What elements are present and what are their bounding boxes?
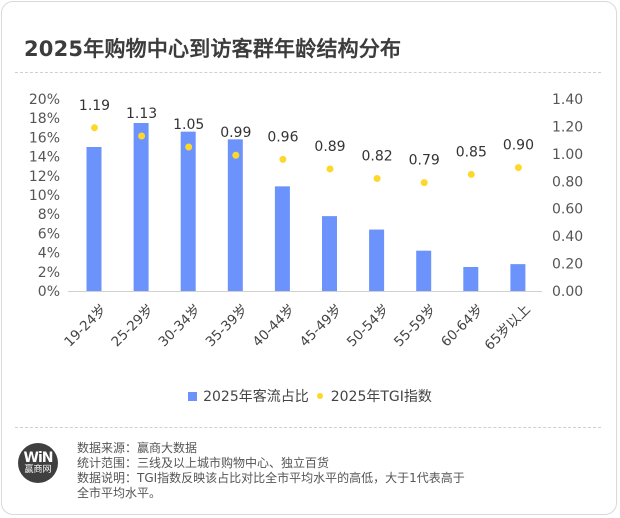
footnotes: 数据来源：赢商大数据 统计范围：三线及以上城市购物中心、独立百货 数据说明：TG…: [77, 441, 465, 501]
tgi-series: [91, 124, 522, 187]
tgi-data-label: 1.13: [126, 106, 157, 122]
right-tick-label: 1.00: [552, 147, 583, 163]
right-tick-label: 0.00: [552, 284, 583, 300]
x-tick-label: 50-54岁: [344, 302, 393, 351]
legend-dot-label: 2025年TGI指数: [330, 389, 432, 405]
left-tick-label: 12%: [29, 169, 60, 185]
x-tick-label: 25-29岁: [108, 302, 157, 351]
x-tick-label: 60-64岁: [438, 302, 487, 351]
right-tick-label: 1.40: [552, 92, 583, 108]
tgi-point: [467, 170, 475, 178]
bar: [180, 131, 196, 291]
x-tick-label: 35-39岁: [203, 302, 252, 351]
left-tick-label: 0%: [38, 284, 60, 300]
bar: [369, 229, 385, 291]
right-tick-label: 0.20: [552, 257, 583, 273]
tgi-data-label: 0.85: [456, 144, 487, 160]
left-tick-label: 20%: [29, 92, 60, 108]
title-divider: [15, 72, 601, 73]
tgi-data-label: 0.79: [409, 153, 440, 169]
x-tick-label: 19-24岁: [61, 302, 110, 351]
legend-item-dot: 2025年TGI指数: [316, 386, 432, 406]
right-tick-label: 0.60: [552, 202, 583, 218]
right-tick-label: 0.80: [552, 174, 583, 190]
tgi-point: [514, 164, 522, 172]
x-tick-label: 65岁以上: [482, 302, 534, 354]
tgi-data-label: 0.96: [267, 129, 298, 145]
tgi-data-label: 0.99: [220, 125, 251, 141]
tgi-data-label: 1.19: [79, 98, 110, 114]
x-tick-label: 45-49岁: [297, 302, 346, 351]
left-tick-label: 6%: [38, 226, 60, 242]
bar: [510, 264, 526, 291]
x-tick-label: 40-44岁: [250, 302, 299, 351]
tgi-point: [373, 175, 381, 183]
x-axis-labels: 19-24岁25-29岁30-34岁35-39岁40-44岁45-49岁50-5…: [61, 302, 534, 354]
chart-area: 0% 2% 4% 6% 8% 10% 12% 14% 16% 18% 20% 0.00 0.20 0.4…: [29, 92, 583, 354]
tgi-data-label: 0.89: [314, 139, 345, 155]
bar: [227, 139, 243, 291]
tgi-data-label: 0.82: [362, 149, 393, 165]
bar: [86, 147, 102, 291]
left-tick-label: 16%: [29, 130, 60, 146]
legend-bar-swatch: [188, 391, 198, 401]
legend-dot-swatch: [316, 393, 323, 399]
bar: [416, 250, 432, 291]
tgi-point: [420, 179, 428, 187]
right-tick-label: 0.40: [552, 229, 583, 245]
bar: [463, 267, 479, 291]
legend-bar-label: 2025年客流占比: [203, 389, 309, 405]
logo-name: 赢商网: [24, 465, 52, 475]
tgi-point: [185, 143, 193, 151]
note-source: 数据来源：赢商大数据: [77, 441, 198, 455]
chart-title: 2025年购物中心到访客群年龄结构分布: [24, 37, 402, 61]
tgi-data-label: 1.05: [173, 117, 204, 133]
left-tick-label: 18%: [29, 111, 60, 127]
left-tick-label: 14%: [29, 150, 60, 166]
left-tick-label: 2%: [38, 265, 60, 281]
tgi-point: [232, 151, 240, 159]
left-tick-label: 4%: [38, 246, 60, 262]
left-axis: 0% 2% 4% 6% 8% 10% 12% 14% 16% 18% 20%: [29, 92, 60, 300]
tgi-data-label: 0.90: [503, 138, 534, 154]
bar: [322, 216, 337, 291]
bar: [133, 123, 149, 291]
note-scope: 统计范围：三线及以上城市购物中心、独立百货: [77, 456, 330, 470]
right-tick-label: 1.20: [552, 119, 583, 135]
left-tick-label: 8%: [38, 207, 60, 223]
left-tick-label: 10%: [29, 188, 60, 204]
legend: 2025年客流占比 2025年TGI指数: [0, 386, 620, 406]
note-explanation-cont: 全市平均水平。: [77, 486, 162, 500]
tgi-point: [326, 165, 334, 173]
legend-item-bar: 2025年客流占比: [188, 386, 309, 406]
note-explanation: 数据说明：TGI指数反映该占比对比全市平均水平的高低，大于1代表高于: [77, 471, 465, 485]
x-tick-label: 30-34岁: [155, 302, 204, 351]
x-tick-label: 55-59岁: [391, 302, 440, 351]
bar-series: [86, 123, 526, 291]
tgi-point: [91, 124, 98, 132]
right-axis: 0.00 0.20 0.40 0.60 0.80 1.00 1.20 1.40: [552, 92, 583, 300]
tgi-labels: 1.19 1.13 1.05 0.99 0.96 0.89 0.82 0.79 0.85 0.90: [79, 98, 534, 169]
tgi-point: [279, 155, 287, 163]
tgi-point: [138, 132, 146, 140]
winshang-logo: WiN 赢商网: [18, 443, 58, 483]
logo-mark: WiN: [23, 450, 54, 466]
bar: [274, 186, 290, 291]
footer-divider: [15, 427, 601, 428]
